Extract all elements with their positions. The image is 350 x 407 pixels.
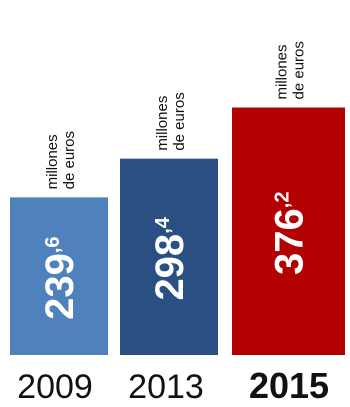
year-label-2015: 2015 <box>249 365 329 406</box>
unit-label-line: de euros <box>171 92 188 150</box>
year-label-2009: 2009 <box>17 368 93 406</box>
value-integer: 298 <box>148 234 192 301</box>
value-decimal: ,6 <box>42 236 64 253</box>
bar-2015 <box>232 107 345 355</box>
unit-label-2015: millones de euros <box>274 41 308 99</box>
unit-label-line: de euros <box>291 41 308 99</box>
bar-2009 <box>10 197 108 355</box>
value-label-2013: 298,4 <box>148 216 192 300</box>
value-label-2015: 376,2 <box>268 192 312 275</box>
unit-label-line: de euros <box>61 131 78 189</box>
bar-2013 <box>120 158 218 355</box>
unit-label-2009: millones de euros <box>44 131 78 189</box>
value-label-text: 298,4 <box>148 216 192 300</box>
unit-label-line: millones <box>274 44 291 99</box>
unit-label-2013: millones de euros <box>154 92 188 150</box>
value-integer: 239 <box>38 253 82 320</box>
value-label-text: 239,6 <box>38 236 82 319</box>
value-decimal: ,4 <box>152 216 174 234</box>
value-label-text: 376,2 <box>268 192 312 275</box>
unit-label-line: millones <box>154 96 171 151</box>
value-integer: 376 <box>268 208 312 275</box>
year-label-2013: 2013 <box>128 368 204 406</box>
value-decimal: ,2 <box>272 192 294 209</box>
value-label-2009: 239,6 <box>38 236 82 319</box>
unit-label-line: millones <box>44 134 61 189</box>
